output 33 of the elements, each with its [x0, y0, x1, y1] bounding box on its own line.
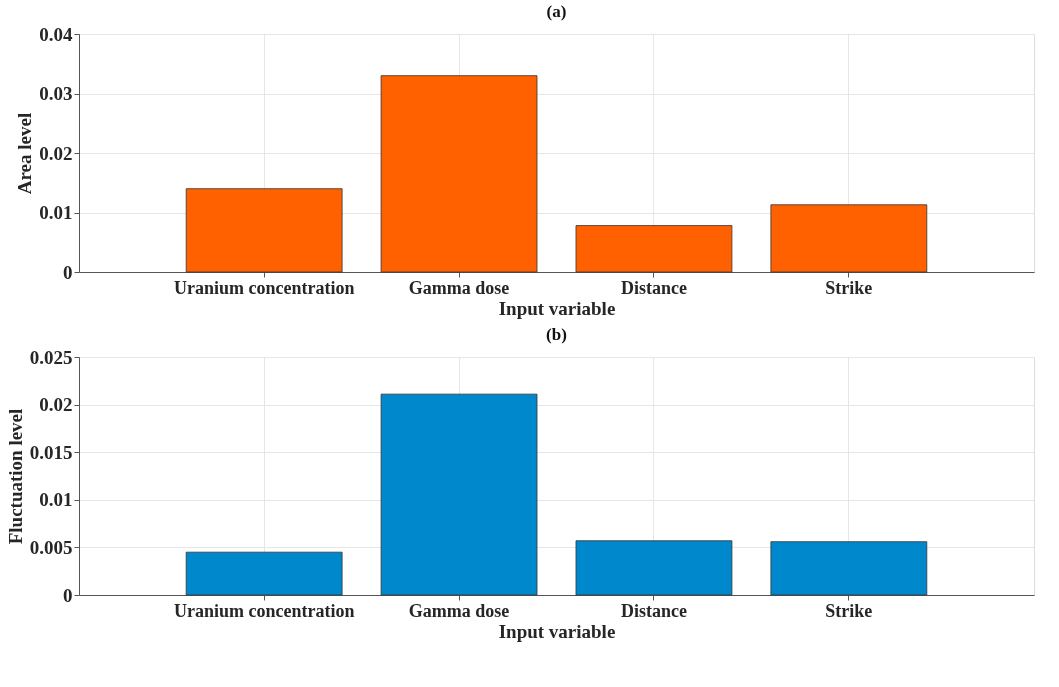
y-axis-title: Area level — [14, 112, 36, 195]
y-tick-label: 0.02 — [39, 142, 73, 164]
x-tick-label: Distance — [620, 277, 687, 298]
bar — [575, 540, 733, 596]
x-tick-label: Gamma dose — [408, 600, 510, 621]
chart-title: (b) — [546, 325, 567, 344]
y-tick-label: 0.01 — [39, 202, 73, 223]
y-tick-label: 0.01 — [39, 489, 73, 511]
y-tick-label: 0.025 — [29, 346, 73, 368]
y-tick-label: 0 — [63, 261, 73, 283]
bar — [185, 551, 343, 596]
y-tick-label: 0.015 — [29, 441, 73, 463]
bar — [185, 188, 343, 273]
bar — [380, 75, 538, 273]
bar — [575, 225, 733, 273]
y-tick-label: 0.005 — [29, 536, 73, 558]
x-tick-label: Gamma dose — [408, 277, 510, 298]
y-tick-label: 0.04 — [39, 23, 73, 45]
y-tick-label: 0 — [63, 584, 73, 606]
bar — [380, 393, 538, 596]
chart-title: (a) — [546, 2, 567, 21]
bar — [770, 204, 928, 273]
x-tick-label: Uranium concentration — [173, 600, 355, 621]
bar — [770, 541, 928, 596]
x-tick-label: Strike — [825, 277, 873, 298]
x-tick-label: Distance — [620, 600, 687, 621]
y-axis-title: Fluctuation level — [4, 408, 26, 545]
x-axis-title: Input variable — [498, 620, 616, 642]
y-tick-label: 0.03 — [39, 83, 73, 104]
x-tick-label: Uranium concentration — [173, 277, 355, 298]
y-tick-label: 0.02 — [39, 394, 73, 416]
x-tick-label: Strike — [825, 600, 873, 621]
x-axis-title: Input variable — [498, 297, 616, 319]
